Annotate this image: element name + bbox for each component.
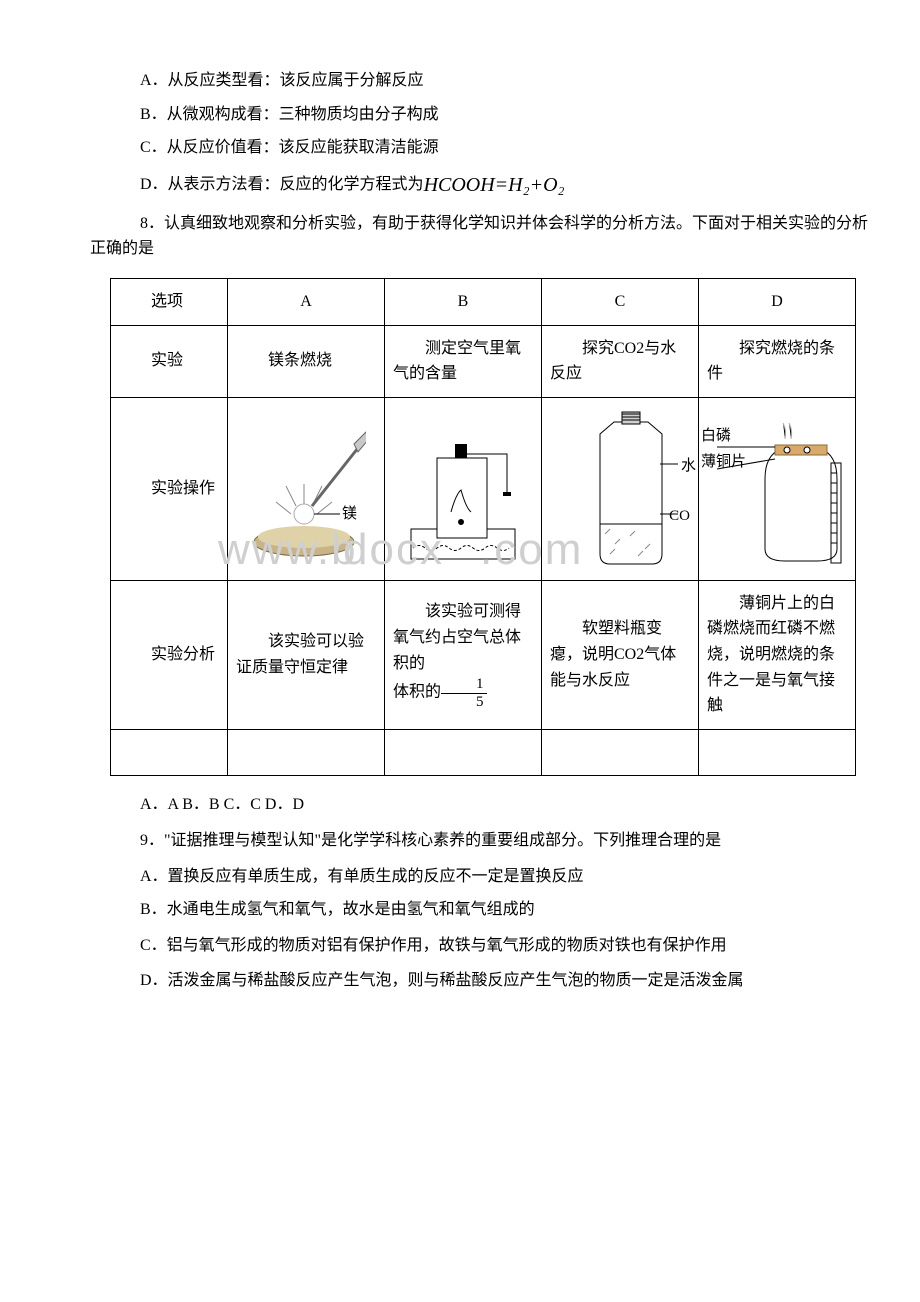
op-label: 实验操作	[111, 397, 228, 580]
white-p-label: 白磷	[701, 424, 731, 448]
q7-option-a: A．从反应类型看：该反应属于分解反应	[50, 68, 870, 94]
co-label: CO	[669, 504, 690, 528]
analysis-b-pre: 该实验可测得氧气约占空气总体积的	[393, 603, 521, 671]
exp-c: 探究CO2与水反应	[542, 325, 699, 397]
head-d: D	[699, 278, 856, 325]
q7-option-d-equation: HCOOH=H₂+O₂	[424, 174, 565, 196]
q9-option-b: B．水通电生成氢气和氧气，故水是由氢气和氧气组成的	[50, 897, 870, 923]
q7-option-c: C．从反应价值看：该反应能获取清洁能源	[50, 135, 870, 161]
analysis-label: 实验分析	[111, 580, 228, 729]
exp-a: 镁条燃烧	[228, 325, 385, 397]
empty-3	[385, 729, 542, 776]
mg-label: 镁	[342, 505, 357, 522]
q8-options: A．A B．B C．C D．D	[50, 792, 870, 818]
q9-option-c: C．铝与氧气形成的物质对铝有保护作用，故铁与氧气形成的物质对铁也有保护作用	[50, 933, 870, 959]
water-label: 水	[681, 454, 696, 478]
op-a-image: 镁 www.b	[228, 397, 385, 580]
q7-option-d-prefix: D．从表示方法看：反应的化学方程式为	[140, 176, 424, 193]
head-b: B	[385, 278, 542, 325]
head-c: C	[542, 278, 699, 325]
table-row-analysis: 实验分析 该实验可以验证质量守恒定律 该实验可测得氧气约占空气总体积的体积的15…	[111, 580, 856, 729]
table-row-head: 选项 A B C D	[111, 278, 856, 325]
empty-5	[699, 729, 856, 776]
analysis-b: 该实验可测得氧气约占空气总体积的体积的15	[385, 580, 542, 729]
co2-water-icon	[560, 404, 680, 574]
table-row-experiment: 实验 镁条燃烧 测定空气里氧气的含量 探究CO2与水反应 探究燃烧的条件	[111, 325, 856, 397]
exp-b: 测定空气里氧气的含量	[385, 325, 542, 397]
head-a: A	[228, 278, 385, 325]
magnesium-burn-icon: 镁	[246, 414, 366, 564]
exp-d: 探究燃烧的条件	[699, 325, 856, 397]
table-row-empty	[111, 729, 856, 776]
q7-option-b: B．从微观构成看：三种物质均由分子构成	[50, 102, 870, 128]
q8-table: 选项 A B C D 实验 镁条燃烧 测定空气里氧气的含量 探究CO2与水反应 …	[110, 278, 856, 776]
copper-label: 薄铜片	[701, 450, 746, 474]
q8-intro: 8．认真细致地观察和分析实验，有助于获得化学知识并体会科学的分析方法。下面对于相…	[50, 211, 870, 262]
empty-4	[542, 729, 699, 776]
q9-option-a: A．置换反应有单质生成，有单质生成的反应不一定是置换反应	[50, 864, 870, 890]
empty-2	[228, 729, 385, 776]
q7-option-d: D．从表示方法看：反应的化学方程式为HCOOH=H₂+O₂	[50, 169, 870, 201]
exp-label: 实验	[111, 325, 228, 397]
table-row-operation: 实验操作 镁	[111, 397, 856, 580]
q9-intro: 9．"证据推理与模型认知"是化学学科核心素养的重要组成部分。下列推理合理的是	[50, 828, 870, 854]
analysis-c: 软塑料瓶变瘪，说明CO2气体能与水反应	[542, 580, 699, 729]
empty-1	[111, 729, 228, 776]
op-c-image: 水 CO .com	[542, 397, 699, 580]
q9-option-d: D．活泼金属与稀盐酸反应产生气泡，则与稀盐酸反应产生气泡的物质一定是活泼金属	[50, 968, 870, 994]
head-label: 选项	[111, 278, 228, 325]
frac-num: 1	[441, 676, 487, 694]
analysis-d: 薄铜片上的白磷燃烧而红磷不燃烧，说明燃烧的条件之一是与氧气接触	[699, 580, 856, 729]
fraction-one-fifth: 15	[441, 676, 487, 710]
analysis-a: 该实验可以验证质量守恒定律	[228, 580, 385, 729]
document-page: A．从反应类型看：该反应属于分解反应 B．从微观构成看：三种物质均由分子构成 C…	[0, 0, 920, 1064]
op-d-image: 白磷 薄铜片	[699, 397, 856, 580]
frac-den: 5	[441, 694, 487, 711]
oxygen-measure-icon	[403, 414, 523, 564]
op-b-image: docx	[385, 397, 542, 580]
